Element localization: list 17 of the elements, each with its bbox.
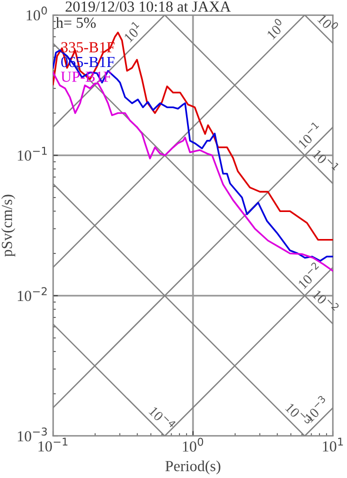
x-tick-label: 10$^{1}$ [322,438,343,452]
y-tick-label: 10$^{−2}$ [18,287,47,302]
x-tick-label: 10$^{0}$ [182,438,204,452]
y-axis-title: pSv(cm/s) [1,194,16,257]
x-axis-title: Period(s) [165,460,220,474]
annotation: 10$^{−4}$ [148,404,176,432]
annotation: 10$^{−1}$ [295,121,323,149]
annotation: 10$^{0}$ [264,18,286,40]
annotation: 10$^{0}$ [317,12,340,34]
annotation: 10$^{−1}$ [312,146,340,174]
annotation: 10$^{1}$ [121,20,144,43]
y-tick-label: 10$^{0}$ [26,6,47,20]
chart-title: 2019/12/03 10:18 at JAXA [66,1,231,12]
annotation: 10$^{−2}$ [312,287,340,315]
y-tick-label: 10$^{−1}$ [18,146,47,161]
annotation: 10$^{−2}$ [295,262,323,290]
annotation: h= 5% [56,17,96,28]
